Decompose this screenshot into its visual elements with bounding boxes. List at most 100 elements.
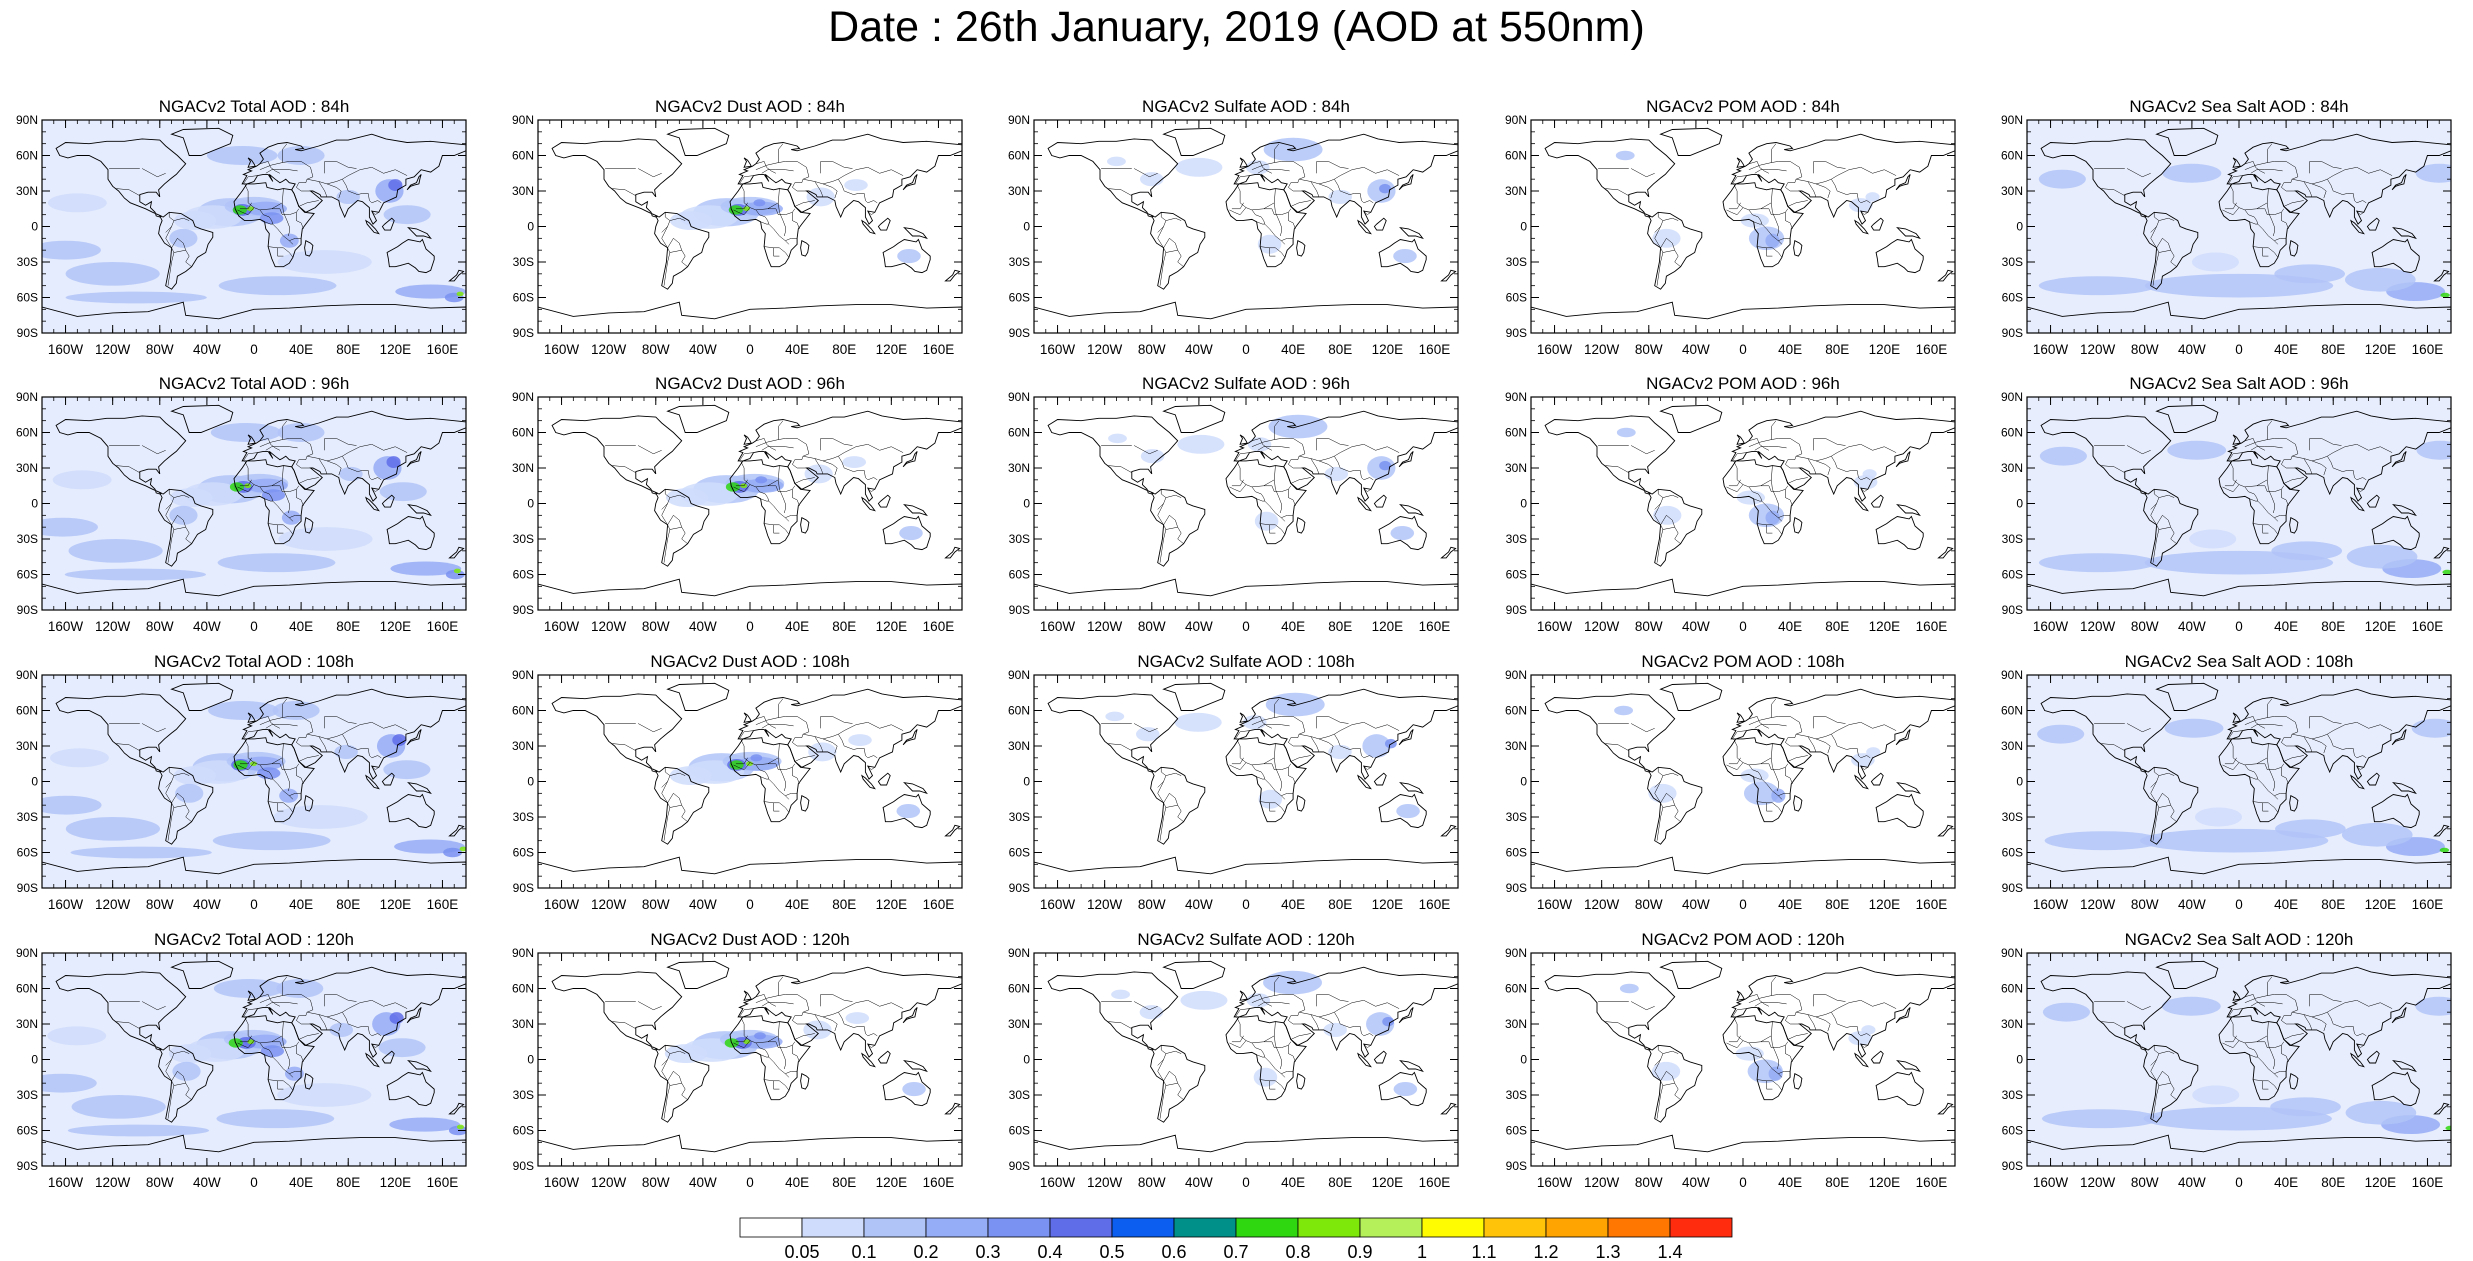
lat-tick-label: 90S <box>1506 881 1527 895</box>
country-border <box>2267 976 2273 996</box>
country-border <box>324 994 357 1007</box>
lat-tick-label: 90N <box>16 668 38 682</box>
country-border <box>1318 183 1334 199</box>
country-border <box>259 1042 274 1058</box>
coastline <box>743 712 752 723</box>
coastline <box>2155 404 2219 433</box>
coastline <box>729 459 811 545</box>
coastline <box>1225 459 1307 545</box>
coastline <box>448 546 465 559</box>
aerosol-plume <box>1615 150 1635 161</box>
country-border <box>1748 438 1803 457</box>
lon-tick-label: 80E <box>336 1175 360 1190</box>
country-border <box>767 485 796 492</box>
country-border <box>1771 143 1777 163</box>
colorbar-label: 0.1 <box>851 1242 876 1261</box>
country-border <box>820 438 853 451</box>
aerosol-plume <box>2411 718 2451 738</box>
coastline <box>538 578 962 610</box>
country-border <box>1251 994 1273 1007</box>
lat-tick-label: 90S <box>2002 326 2023 340</box>
lon-tick-label: 160E <box>1419 897 1451 912</box>
colorbar-label: 0.7 <box>1223 1242 1248 1261</box>
country-border <box>1748 438 1770 451</box>
country-border <box>735 479 748 487</box>
coastline <box>1854 496 1869 512</box>
country-border <box>2281 1012 2296 1025</box>
country-border <box>2281 734 2296 747</box>
country-border <box>141 168 166 178</box>
country-border <box>740 460 780 488</box>
country-border <box>1160 767 1167 776</box>
country-border <box>794 200 815 207</box>
country-border <box>277 1080 284 1090</box>
country-border <box>1274 479 1282 514</box>
lat-tick-label: 0 <box>2016 497 2023 511</box>
lat-tick-label: 60N <box>2001 982 2023 996</box>
country-border <box>1733 738 1773 766</box>
country-border <box>792 1012 807 1025</box>
lon-tick-label: 160W <box>544 342 580 357</box>
country-border <box>1732 730 1747 740</box>
country-border <box>259 764 274 780</box>
country-border <box>296 1012 311 1025</box>
aod-field <box>42 120 466 333</box>
coastlines <box>538 127 962 333</box>
lat-tick-label: 0 <box>527 220 534 234</box>
lon-tick-label: 40E <box>1778 342 1802 357</box>
country-border <box>1771 757 1779 792</box>
country-border <box>168 1045 175 1054</box>
colorbar-swatch <box>1049 1217 1113 1238</box>
lon-tick-label: 80E <box>832 342 856 357</box>
country-border <box>2281 489 2289 506</box>
coastline <box>1357 774 1372 790</box>
coastline <box>381 217 395 231</box>
aerosol-plume <box>2041 1109 2160 1129</box>
aerosol-plume <box>42 795 102 815</box>
coastlines <box>42 960 466 1166</box>
aerosol-plume <box>848 734 872 746</box>
lon-tick-label: 120E <box>2365 1175 2397 1190</box>
colorbar-label: 0.2 <box>913 1242 938 1261</box>
lat-tick-label: 30N <box>16 739 38 753</box>
country-border <box>663 1082 688 1119</box>
lat-tick-label: 30N <box>16 184 38 198</box>
aerosol-plume <box>456 1124 464 1130</box>
aerosol-plume <box>669 766 713 786</box>
country-border <box>1157 494 1182 510</box>
panel-title: NGACv2 Total AOD : 108h <box>154 652 354 671</box>
coastline <box>877 494 891 508</box>
country-border <box>1785 456 1800 469</box>
country-border <box>2309 161 2342 174</box>
lat-tick-label: 90S <box>513 603 534 617</box>
lon-tick-label: 80E <box>336 619 360 634</box>
country-border <box>1815 738 1831 754</box>
country-border <box>2150 503 2157 525</box>
country-border <box>1251 209 1266 225</box>
country-border <box>1159 249 1184 286</box>
lon-tick-label: 80E <box>336 897 360 912</box>
country-border <box>1813 438 1846 451</box>
coastline <box>902 451 918 468</box>
coastline <box>1034 301 1458 333</box>
colorbar-label: 0.3 <box>975 1242 1000 1261</box>
coastline <box>551 138 683 218</box>
coastline <box>1793 795 1803 812</box>
coastline <box>170 127 234 156</box>
country-border <box>1856 193 1871 204</box>
country-border <box>342 734 369 750</box>
aerosol-plume <box>1862 469 1877 479</box>
country-border <box>792 456 807 469</box>
lat-tick-label: 90S <box>17 326 38 340</box>
coastline <box>1544 693 1676 773</box>
country-border <box>318 181 328 197</box>
aerosol-plume <box>666 488 709 508</box>
country-border <box>764 801 790 813</box>
aerosol-plume <box>459 846 466 852</box>
lon-tick-label: 160W <box>2033 342 2069 357</box>
coastline <box>1440 824 1457 837</box>
coastline <box>882 1071 931 1107</box>
lat-tick-label: 60S <box>2002 291 2023 305</box>
coastline <box>1895 1007 1911 1024</box>
country-border <box>289 238 302 241</box>
